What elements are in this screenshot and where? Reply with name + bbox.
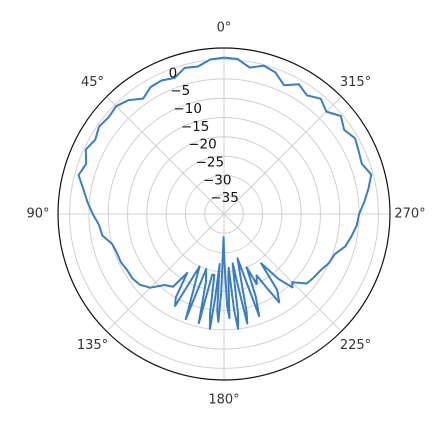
- series-line: [77, 56, 373, 330]
- angle-tick-label: 0°: [217, 21, 232, 36]
- radial-tick-label: −25: [196, 155, 225, 171]
- angle-tick-label: 180°: [208, 393, 239, 408]
- grid: [57, 47, 391, 381]
- data-series: [77, 56, 373, 330]
- angle-tick-label: 225°: [340, 338, 371, 353]
- radial-tick-label: 0: [169, 65, 178, 81]
- angle-gridline: [106, 213, 225, 332]
- angle-tick-labels: 0° 45° 90° 135° 180° 225° 270° 315°: [26, 21, 425, 408]
- radial-tick-label: −10: [173, 101, 202, 117]
- radial-tick-label: −30: [203, 172, 232, 188]
- angle-tick-label: 270°: [394, 207, 425, 222]
- angle-tick-label: 315°: [340, 75, 371, 90]
- radial-tick-labels: 0 −5 −10 −15 −20 −25−30 −35: [169, 65, 239, 206]
- radial-tick-label: −35: [210, 190, 239, 206]
- polar-frame: [57, 47, 391, 381]
- angle-tick-label: 135°: [77, 338, 108, 353]
- radial-tick-label: −20: [188, 137, 217, 153]
- angle-tick-label: 45°: [81, 75, 104, 90]
- angle-gridline: [223, 96, 342, 215]
- radial-tick-label: −15: [181, 119, 210, 135]
- angle-gridline: [106, 96, 225, 215]
- angle-gridline: [223, 213, 342, 332]
- angle-tick-label: 90°: [26, 207, 49, 222]
- radial-tick-label: −5: [170, 83, 190, 99]
